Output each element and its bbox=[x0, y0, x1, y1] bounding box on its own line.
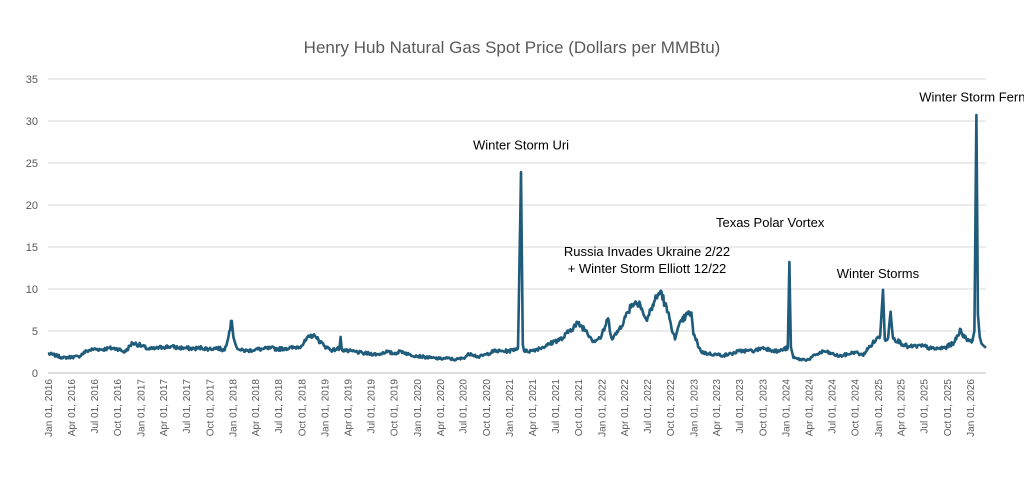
x-tick-label: Oct 01, 2023 bbox=[758, 379, 769, 437]
x-tick-label: Jul 01, 2019 bbox=[366, 379, 377, 434]
series-line bbox=[47, 113, 987, 362]
y-tick-label: 30 bbox=[26, 116, 38, 128]
x-tick-label: Jul 01, 2024 bbox=[828, 379, 839, 434]
y-tick-label: 0 bbox=[32, 368, 38, 380]
x-tick-label: Oct 01, 2019 bbox=[390, 379, 401, 437]
x-tick-label: Jan 01, 2018 bbox=[229, 379, 240, 437]
x-tick-label: Apr 01, 2019 bbox=[343, 379, 354, 437]
y-tick-label: 25 bbox=[26, 158, 38, 170]
x-tick-label: Apr 01, 2020 bbox=[436, 379, 447, 437]
x-tick-label: Jan 01, 2024 bbox=[782, 379, 793, 437]
x-tick-label: Oct 01, 2017 bbox=[205, 379, 216, 437]
annotation-label: + Winter Storm Elliott 12/22 bbox=[568, 261, 727, 276]
x-tick-label: Jan 01, 2019 bbox=[321, 379, 332, 437]
x-tick-label: Jan 01, 2025 bbox=[874, 379, 885, 437]
y-tick-label: 15 bbox=[26, 242, 38, 254]
x-tick-label: Jul 01, 2025 bbox=[920, 379, 931, 434]
x-tick-label: Oct 01, 2022 bbox=[666, 379, 677, 437]
y-tick-label: 35 bbox=[26, 74, 38, 86]
y-tick-label: 5 bbox=[32, 326, 38, 338]
y-tick-label: 10 bbox=[26, 284, 38, 296]
y-tick-label: 20 bbox=[26, 200, 38, 212]
x-tick-label: Jul 01, 2018 bbox=[274, 379, 285, 434]
x-tick-label: Jan 01, 2021 bbox=[505, 379, 516, 437]
x-tick-label: Oct 01, 2016 bbox=[113, 379, 124, 437]
annotation-label: Winter Storms bbox=[837, 266, 920, 281]
x-tick-label: Jul 01, 2017 bbox=[182, 379, 193, 434]
x-tick-label: Apr 01, 2022 bbox=[620, 379, 631, 437]
annotation-label: Texas Polar Vortex bbox=[716, 215, 825, 230]
x-tick-label: Jan 01, 2022 bbox=[597, 379, 608, 437]
x-tick-label: Jul 01, 2020 bbox=[459, 379, 470, 434]
x-tick-label: Oct 01, 2018 bbox=[297, 379, 308, 437]
x-tick-label: Jul 01, 2023 bbox=[735, 379, 746, 434]
x-tick-label: Jan 01, 2020 bbox=[413, 379, 424, 437]
x-tick-label: Jul 01, 2016 bbox=[90, 379, 101, 434]
annotation-label: Winter Storm Uri bbox=[473, 138, 569, 153]
annotation-label: Russia Invades Ukraine 2/22 bbox=[564, 244, 730, 259]
x-tick-label: Apr 01, 2017 bbox=[159, 379, 170, 437]
x-tick-label: Oct 01, 2020 bbox=[482, 379, 493, 437]
chart-title: Henry Hub Natural Gas Spot Price (Dollar… bbox=[303, 38, 721, 57]
x-tick-label: Apr 01, 2025 bbox=[897, 379, 908, 437]
x-tick-label: Apr 01, 2024 bbox=[805, 379, 816, 437]
x-tick-label: Oct 01, 2025 bbox=[943, 379, 954, 437]
x-tick-label: Jan 01, 2016 bbox=[44, 379, 55, 437]
x-tick-label: Apr 01, 2018 bbox=[251, 379, 262, 437]
x-tick-label: Apr 01, 2021 bbox=[528, 379, 539, 437]
x-tick-label: Oct 01, 2024 bbox=[851, 379, 862, 437]
x-tick-label: Apr 01, 2023 bbox=[712, 379, 723, 437]
x-tick-label: Jul 01, 2021 bbox=[551, 379, 562, 434]
x-tick-label: Jan 01, 2026 bbox=[966, 379, 977, 437]
x-tick-label: Jan 01, 2023 bbox=[689, 379, 700, 437]
x-tick-label: Jan 01, 2017 bbox=[136, 379, 147, 437]
x-tick-label: Apr 01, 2016 bbox=[67, 379, 78, 437]
annotation-label: Winter Storm Fern bbox=[919, 90, 1024, 105]
x-tick-label: Oct 01, 2021 bbox=[574, 379, 585, 437]
x-tick-label: Jul 01, 2022 bbox=[643, 379, 654, 434]
